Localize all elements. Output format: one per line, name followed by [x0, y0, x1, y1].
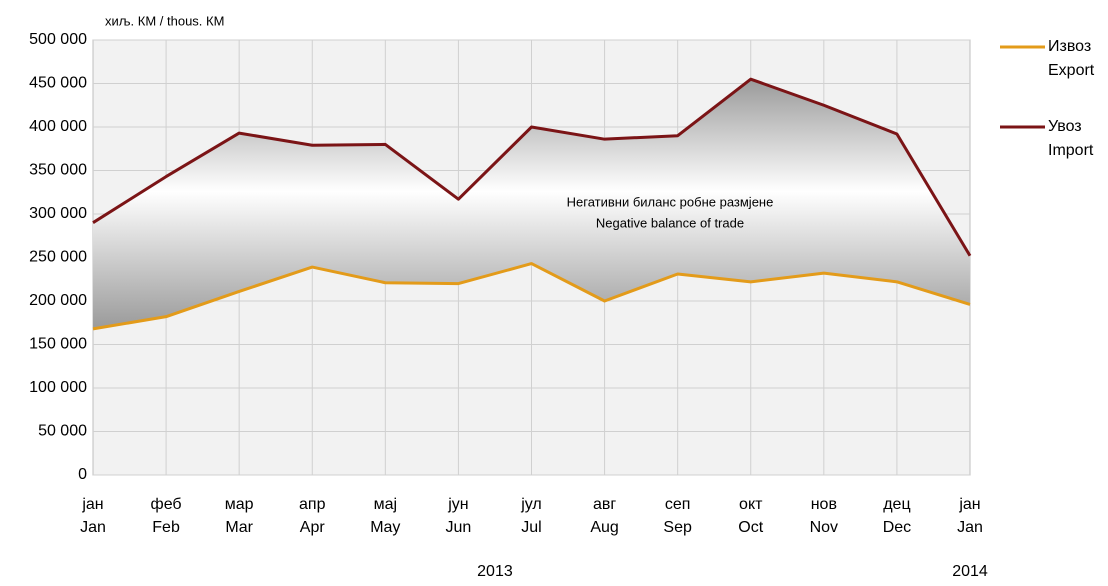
year-label: 2013 — [477, 563, 513, 580]
x-tick-label: Feb — [152, 519, 180, 536]
x-tick-label: дец — [883, 496, 910, 513]
y-tick-label: 350 000 — [29, 162, 87, 179]
x-tick-label: Jan — [957, 519, 983, 536]
x-tick-label: Oct — [738, 519, 763, 536]
y-tick-label: 500 000 — [29, 31, 87, 48]
legend-label: Увоз — [1048, 118, 1082, 135]
y-tick-label: 200 000 — [29, 292, 87, 309]
legend-label: Import — [1048, 142, 1094, 159]
x-tick-label: јан — [958, 496, 980, 513]
y-tick-label: 300 000 — [29, 205, 87, 222]
x-tick-label: Aug — [590, 519, 618, 536]
annotation: Негативни биланс робне размјене — [567, 194, 774, 209]
x-tick-label: мар — [225, 496, 254, 513]
x-tick-label: авг — [593, 496, 616, 513]
x-tick-label: Sep — [663, 519, 692, 536]
x-tick-label: Apr — [300, 519, 326, 536]
series-line — [92, 262, 971, 331]
x-tick-label: нов — [811, 496, 837, 513]
y-tick-label: 250 000 — [29, 249, 87, 266]
legend-label: Export — [1048, 62, 1095, 79]
y-tick-label: 150 000 — [29, 336, 87, 353]
series-line — [92, 77, 972, 257]
x-tick-label: апр — [299, 496, 326, 513]
x-tick-label: мај — [374, 496, 397, 513]
y-tick-label: 400 000 — [29, 118, 87, 135]
x-tick-label: May — [370, 519, 400, 536]
x-tick-label: Jan — [80, 519, 106, 536]
y-tick-label: 50 000 — [38, 423, 87, 440]
y-tick-label: 0 — [78, 466, 87, 483]
x-tick-label: Jun — [446, 519, 472, 536]
y-tick-label: 100 000 — [29, 379, 87, 396]
x-tick-label: Jul — [521, 519, 541, 536]
unit-label: хиљ. КМ / thous. КМ — [105, 13, 224, 28]
annotation: Negative balance of trade — [596, 215, 744, 230]
y-tick-label: 450 000 — [29, 75, 87, 92]
x-tick-label: јан — [81, 496, 103, 513]
year-label: 2014 — [952, 563, 988, 580]
legend-label: Извоз — [1048, 38, 1091, 55]
x-tick-label: Dec — [883, 519, 911, 536]
x-tick-label: феб — [151, 496, 182, 513]
x-tick-label: сеп — [665, 496, 691, 513]
x-tick-label: Mar — [225, 519, 253, 536]
x-tick-label: јул — [520, 496, 542, 513]
x-tick-label: Nov — [810, 519, 838, 536]
x-tick-label: јун — [447, 496, 468, 513]
x-tick-label: окт — [739, 496, 763, 513]
